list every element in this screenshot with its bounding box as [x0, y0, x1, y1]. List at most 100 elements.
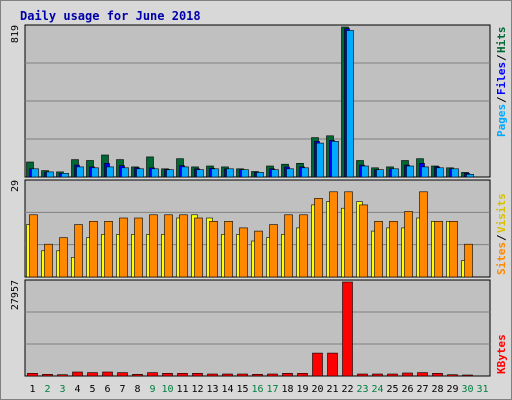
bar-hits-pages-day-15 — [241, 169, 249, 178]
x-tick-label-day-20: 20 — [311, 384, 323, 395]
bar-kbytes-kbytes-day-10 — [162, 372, 173, 377]
bar-hits-pages-day-24 — [376, 169, 384, 178]
x-tick-label-day-8: 8 — [134, 384, 140, 395]
bar-kbytes-kbytes-day-20 — [312, 352, 323, 377]
x-tick-label-day-10: 10 — [161, 384, 173, 395]
ymax-label-visits: 29 — [10, 180, 21, 192]
bar-visits-sites-day-25 — [389, 221, 398, 278]
bar-visits-sites-day-20 — [314, 198, 323, 278]
bar-kbytes-kbytes-day-18 — [282, 372, 293, 377]
bar-kbytes-kbytes-day-16 — [252, 373, 263, 377]
bar-visits-sites-day-9 — [149, 214, 158, 278]
bar-hits-pages-day-25 — [391, 168, 399, 178]
bar-hits-pages-day-21 — [331, 141, 339, 178]
bar-hits-pages-day-2 — [46, 171, 54, 178]
bar-visits-sites-day-24 — [374, 221, 383, 278]
bar-kbytes-kbytes-day-13 — [207, 373, 218, 377]
ymax-label-hits: 819 — [10, 25, 21, 43]
plot-area-kbytes — [24, 279, 491, 377]
x-tick-label-day-7: 7 — [119, 384, 125, 395]
bar-kbytes-kbytes-day-19 — [297, 372, 308, 377]
bar-hits-pages-day-29 — [451, 168, 459, 178]
bar-visits-sites-day-27 — [419, 191, 428, 278]
bar-kbytes-kbytes-day-8 — [132, 373, 143, 377]
bar-kbytes-kbytes-day-14 — [222, 373, 233, 377]
x-tick-label-day-2: 2 — [44, 384, 50, 395]
bar-kbytes-kbytes-day-6 — [102, 371, 113, 377]
legend-separator: / — [495, 96, 508, 103]
bar-hits-pages-day-9 — [151, 168, 159, 178]
bar-visits-sites-day-7 — [119, 217, 128, 278]
bar-visits-sites-day-18 — [284, 214, 293, 278]
x-tick-label-day-13: 13 — [206, 384, 218, 395]
bar-visits-sites-day-13 — [209, 221, 218, 278]
panel-visits-sites: 29 Sites/Visits — [10, 179, 508, 278]
bar-visits-sites-day-14 — [224, 221, 233, 278]
bar-hits-pages-day-20 — [316, 142, 324, 178]
x-tick-label-day-31: 31 — [476, 384, 488, 395]
bar-hits-pages-day-16 — [256, 172, 264, 178]
bar-kbytes-kbytes-day-25 — [387, 373, 398, 377]
bar-visits-sites-day-1 — [29, 214, 38, 278]
bar-hits-pages-day-12 — [196, 169, 204, 178]
bar-hits-pages-day-7 — [121, 167, 129, 178]
x-tick-label-day-21: 21 — [326, 384, 338, 395]
x-tick-label-day-24: 24 — [371, 384, 383, 395]
bar-kbytes-kbytes-day-1 — [27, 372, 38, 377]
bar-kbytes-kbytes-day-9 — [147, 372, 158, 377]
bar-visits-sites-day-30 — [464, 243, 473, 278]
bar-visits-sites-day-8 — [134, 217, 143, 278]
bar-hits-pages-day-8 — [136, 168, 144, 178]
bar-visits-sites-day-2 — [44, 243, 53, 278]
bar-visits-sites-day-17 — [269, 224, 278, 278]
x-tick-label-day-26: 26 — [401, 384, 413, 395]
bar-kbytes-kbytes-day-23 — [357, 373, 368, 377]
bar-kbytes-kbytes-day-30 — [462, 374, 473, 377]
bar-kbytes-kbytes-day-29 — [447, 374, 458, 377]
bar-hits-pages-day-6 — [106, 166, 114, 178]
bar-visits-sites-day-29 — [449, 221, 458, 278]
bar-hits-pages-day-28 — [436, 167, 444, 178]
x-tick-label-day-11: 11 — [176, 384, 188, 395]
bar-visits-sites-day-10 — [164, 214, 173, 278]
bar-kbytes-kbytes-day-2 — [42, 373, 53, 377]
x-tick-label-day-1: 1 — [29, 384, 35, 395]
legend-separator: / — [495, 54, 508, 61]
bar-hits-pages-day-11 — [181, 166, 189, 178]
legend-separator: / — [495, 234, 508, 241]
bar-kbytes-kbytes-day-7 — [117, 372, 128, 377]
bar-hits-pages-day-3 — [61, 173, 69, 178]
bar-visits-sites-day-6 — [104, 221, 113, 278]
bar-hits-pages-day-17 — [271, 169, 279, 178]
x-tick-label-day-15: 15 — [236, 384, 248, 395]
ymax-label-kbytes: 27957 — [10, 280, 21, 310]
bar-kbytes-kbytes-day-27 — [417, 372, 428, 377]
bar-hits-pages-day-22 — [346, 30, 354, 178]
legend-pages: Pages — [495, 104, 508, 137]
panel-kbytes: 27957 KBytes — [10, 279, 508, 377]
panel-hits-files-pages: 819 Pages/Files/Hits — [10, 24, 508, 178]
bar-kbytes-kbytes-day-21 — [327, 352, 338, 377]
bar-hits-pages-day-27 — [421, 166, 429, 178]
x-tick-label-day-30: 30 — [461, 384, 473, 395]
bar-kbytes-kbytes-day-22 — [342, 281, 353, 377]
x-tick-label-day-16: 16 — [251, 384, 263, 395]
chart-title: Daily usage for June 2018 — [20, 9, 201, 23]
bar-kbytes-kbytes-day-24 — [372, 373, 383, 377]
x-tick-label-day-12: 12 — [191, 384, 203, 395]
x-tick-label-day-19: 19 — [296, 384, 308, 395]
x-tick-label-day-3: 3 — [59, 384, 65, 395]
bar-hits-pages-day-30 — [466, 174, 474, 178]
x-tick-label-day-28: 28 — [431, 384, 443, 395]
bar-hits-pages-day-4 — [76, 166, 84, 178]
bar-visits-sites-day-26 — [404, 211, 413, 278]
x-tick-label-day-29: 29 — [446, 384, 458, 395]
legend-kbytes: KBytes — [495, 334, 508, 374]
bar-kbytes-kbytes-day-12 — [192, 372, 203, 377]
bar-hits-pages-day-23 — [361, 165, 369, 178]
legend-sites: Sites — [495, 242, 508, 275]
x-tick-label-day-5: 5 — [89, 384, 95, 395]
x-tick-label-day-6: 6 — [104, 384, 110, 395]
bar-visits-sites-day-21 — [329, 191, 338, 278]
x-tick-label-day-22: 22 — [341, 384, 353, 395]
